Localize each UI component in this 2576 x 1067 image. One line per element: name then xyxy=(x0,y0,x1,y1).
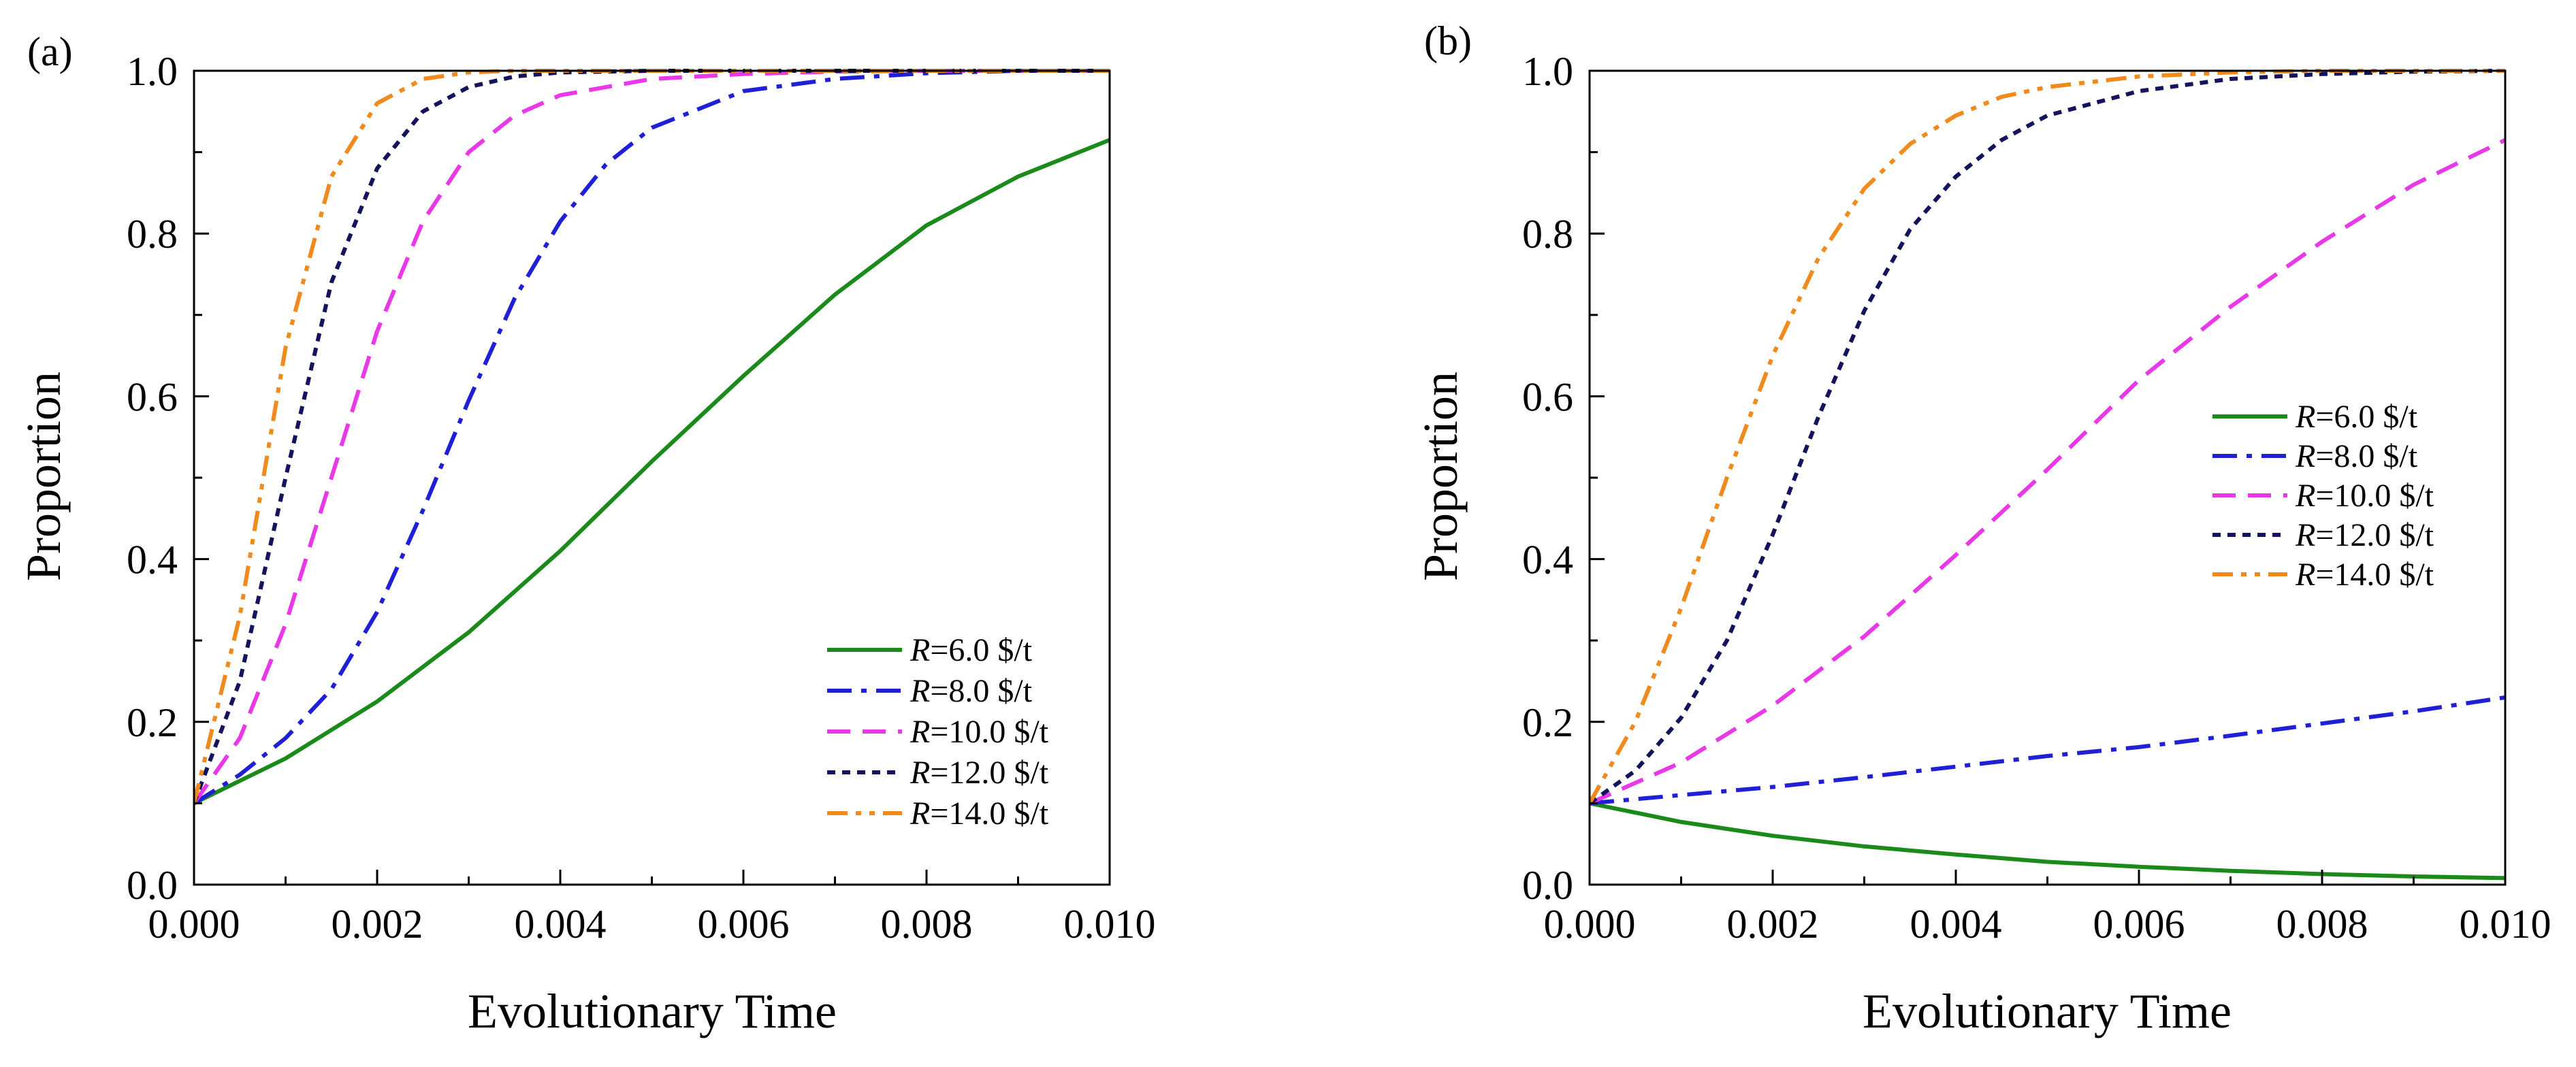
series-line-4 xyxy=(194,69,1110,804)
legend-label: R=14.0 $/t xyxy=(2295,557,2434,593)
x-tick-label: 0.002 xyxy=(332,902,423,947)
panel-b: (b) Proportion Evolutionary Time 0.000 0.… xyxy=(1413,18,2551,1038)
panel-a: (a) Proportion Evolutionary Time 0.000 0.… xyxy=(16,29,1156,1038)
legend-label: R=10.0 $/t xyxy=(909,714,1049,750)
x-tick-label: 0.000 xyxy=(1544,902,1636,947)
y-tick-label: 0.6 xyxy=(1522,374,1573,419)
x-tick-label: 0.008 xyxy=(2276,902,2368,947)
x-tick-label: 0.006 xyxy=(2093,902,2185,947)
legend-label: R=6.0 $/t xyxy=(2295,399,2418,435)
legend-label: R=12.0 $/t xyxy=(909,755,1049,791)
x-tick-label: 0.000 xyxy=(148,902,240,947)
y-axis-title-b: Proportion xyxy=(1413,372,1468,581)
x-axis-title-b: Evolutionary Time xyxy=(1863,984,2232,1038)
series-line-1 xyxy=(1590,801,2505,881)
x-tick-label: 0.010 xyxy=(2460,902,2551,947)
y-tick-label: 0.4 xyxy=(1522,538,1573,582)
legend-label: R=8.0 $/t xyxy=(2295,438,2418,474)
y-tick-label: 1.0 xyxy=(1522,49,1573,94)
y-tick-label: 1.0 xyxy=(127,49,178,94)
legend-label: R=6.0 $/t xyxy=(909,632,1033,668)
series-line-2 xyxy=(194,69,1110,805)
x-tick-label: 0.002 xyxy=(1727,902,1819,947)
x-axis-title-a: Evolutionary Time xyxy=(468,984,837,1038)
x-tick-label: 0.006 xyxy=(698,902,790,947)
series-line-5 xyxy=(1590,69,2505,804)
legend-label: R=12.0 $/t xyxy=(2295,517,2434,553)
series-line-2 xyxy=(1590,695,2505,806)
y-tick-label: 0.4 xyxy=(127,538,178,582)
panel-label-a: (a) xyxy=(27,29,73,74)
y-tick-label: 0.8 xyxy=(127,212,178,257)
y-tick-label: 0.0 xyxy=(127,863,178,908)
y-tick-label: 0.2 xyxy=(127,700,178,745)
y-tick-label: 0.6 xyxy=(127,374,178,419)
panel-label-b: (b) xyxy=(1424,18,1472,63)
y-tick-label: 0.0 xyxy=(1522,863,1573,908)
plot-area-b: 0.000 0.002 0.004 0.006 0.008 0.010 0.0 0.2 0.4 0… xyxy=(1522,49,2551,947)
y-axis-title-a: Proportion xyxy=(16,372,71,581)
series-line-4 xyxy=(1590,69,2505,805)
legend-label: R=8.0 $/t xyxy=(909,673,1033,709)
x-tick-label: 0.004 xyxy=(515,902,607,947)
legend: R=6.0 $/t R=8.0 $/t R=10.0 $/t R=12.0 $/t R=… xyxy=(827,632,1049,832)
x-tick-label: 0.010 xyxy=(1064,902,1156,947)
y-tick-label: 0.8 xyxy=(1522,212,1573,257)
plot-area-a: 0.000 0.002 0.004 0.006 0.008 0.010 0.0 0.2 0.4 0… xyxy=(127,49,1156,947)
series-line-1 xyxy=(194,137,1110,806)
legend: R=6.0 $/tR=8.0 $/t R=10.0 $/tR=12.0 $/t R=… xyxy=(2212,399,2434,593)
series-line-3 xyxy=(1590,138,2505,806)
legend-label: R=14.0 $/t xyxy=(909,795,1049,832)
y-tick-label: 0.2 xyxy=(1522,700,1573,745)
x-tick-label: 0.004 xyxy=(1910,902,2002,947)
legend-label: R=10.0 $/t xyxy=(2295,478,2434,514)
x-tick-label: 0.008 xyxy=(881,902,973,947)
